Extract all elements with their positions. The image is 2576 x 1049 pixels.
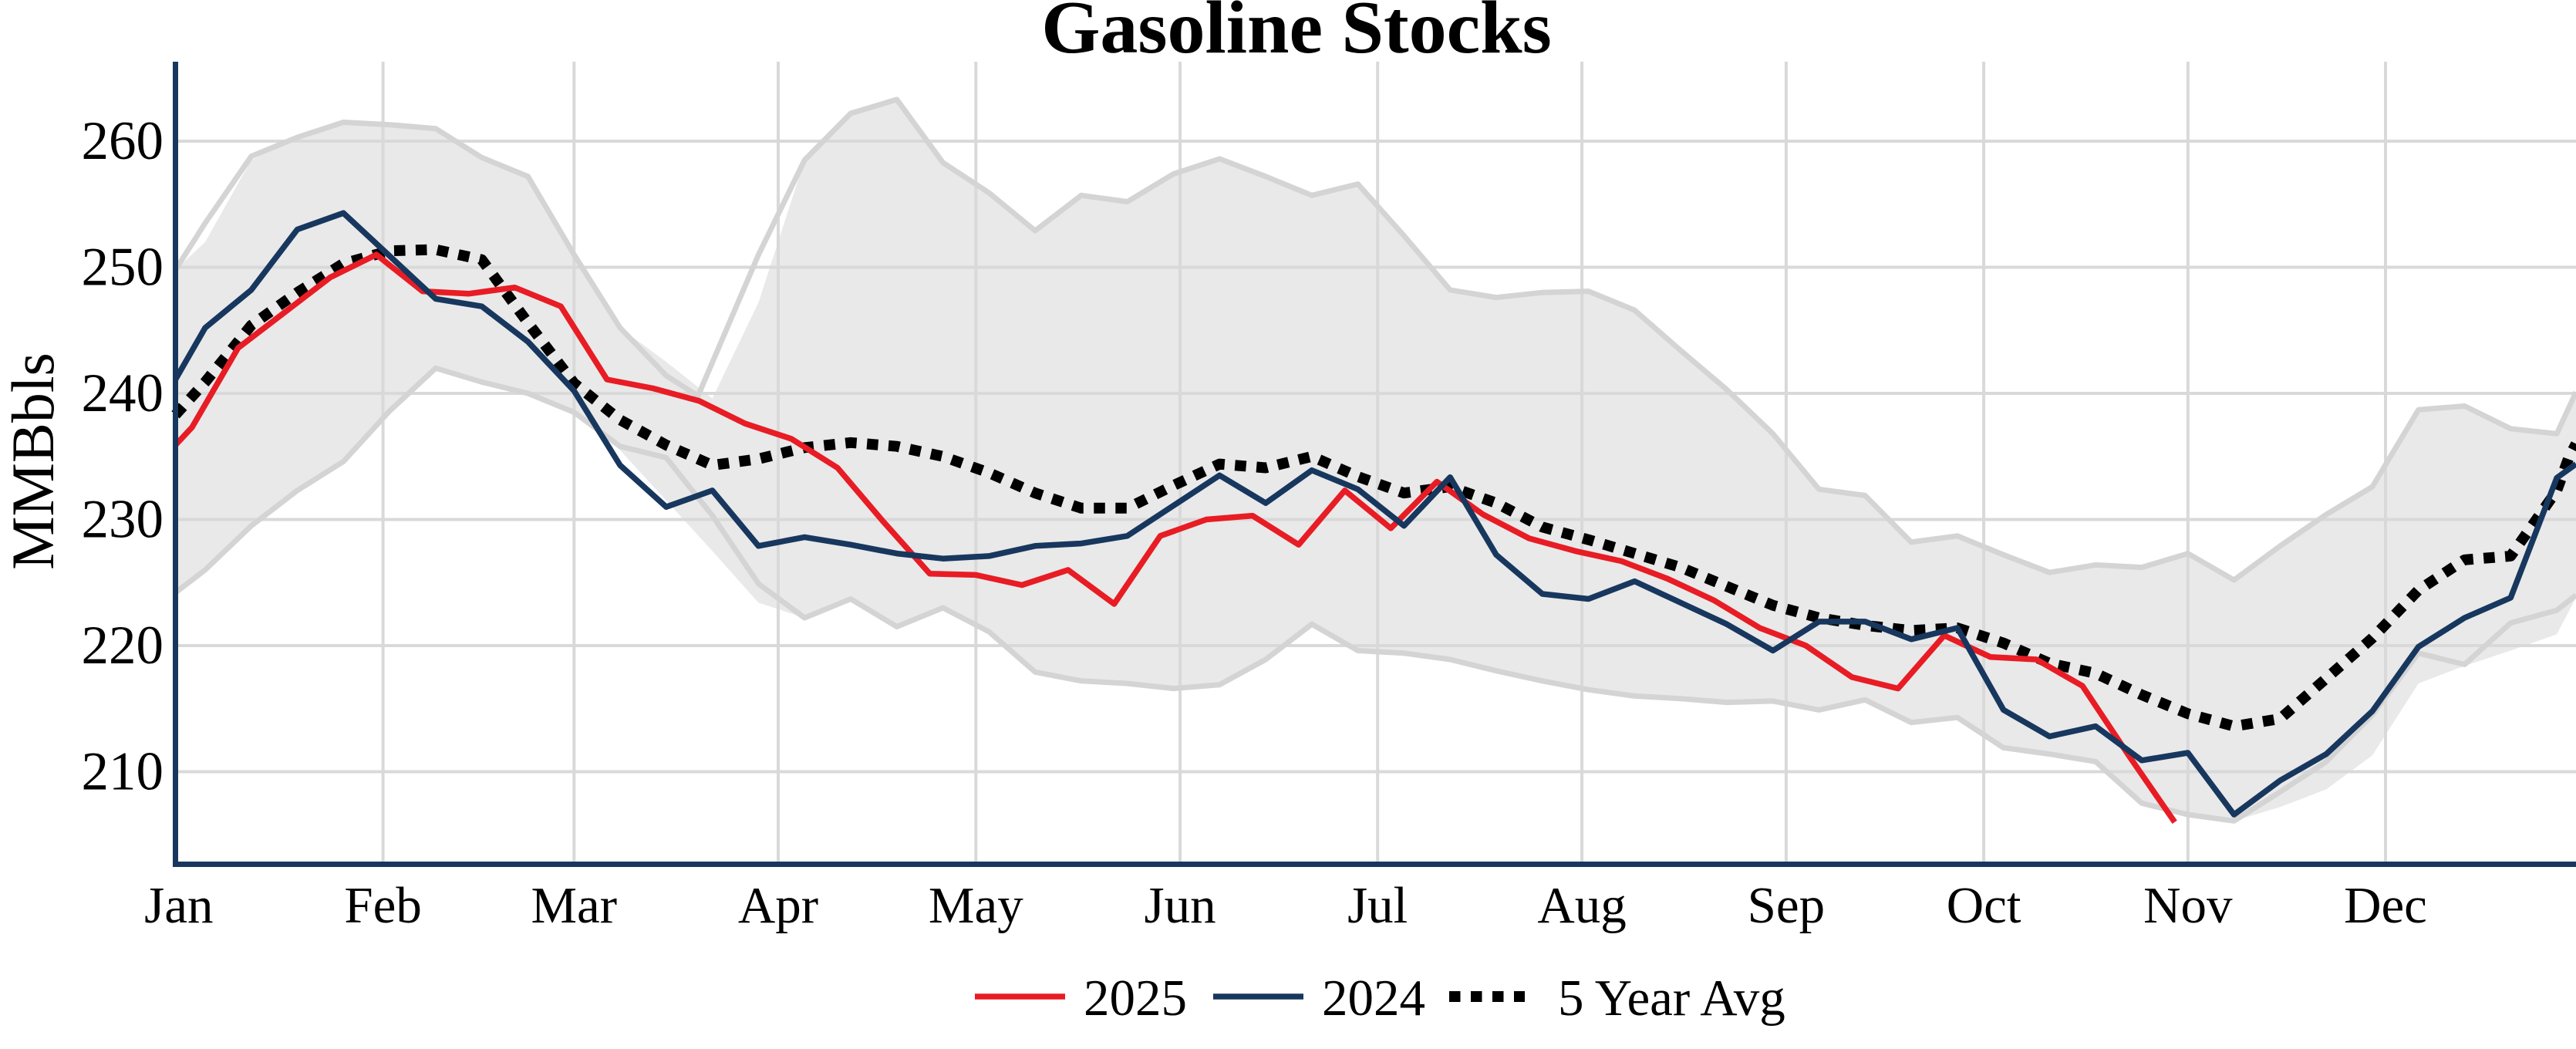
svg-text:2024: 2024 xyxy=(1322,970,1425,1027)
svg-text:Oct: Oct xyxy=(1947,877,2021,934)
svg-text:Gasoline Stocks: Gasoline Stocks xyxy=(1041,0,1552,69)
svg-text:Aug: Aug xyxy=(1537,877,1626,934)
svg-text:5 Year Avg: 5 Year Avg xyxy=(1558,970,1785,1027)
svg-text:Jan: Jan xyxy=(144,877,213,934)
svg-text:220: 220 xyxy=(82,616,164,676)
svg-text:2025: 2025 xyxy=(1084,970,1187,1027)
svg-text:MMBbls: MMBbls xyxy=(0,352,66,570)
svg-text:Feb: Feb xyxy=(344,877,422,934)
svg-text:250: 250 xyxy=(82,238,164,298)
svg-text:Mar: Mar xyxy=(531,877,617,934)
svg-text:Nov: Nov xyxy=(2143,877,2233,934)
svg-text:260: 260 xyxy=(82,111,164,171)
svg-text:Dec: Dec xyxy=(2344,877,2427,934)
svg-text:230: 230 xyxy=(82,490,164,550)
svg-text:Sep: Sep xyxy=(1748,877,1826,934)
svg-text:Jul: Jul xyxy=(1347,877,1408,934)
svg-text:240: 240 xyxy=(82,363,164,423)
svg-text:May: May xyxy=(929,877,1023,934)
svg-text:210: 210 xyxy=(82,742,164,802)
svg-text:Apr: Apr xyxy=(738,877,818,934)
svg-text:Jun: Jun xyxy=(1145,877,1216,934)
